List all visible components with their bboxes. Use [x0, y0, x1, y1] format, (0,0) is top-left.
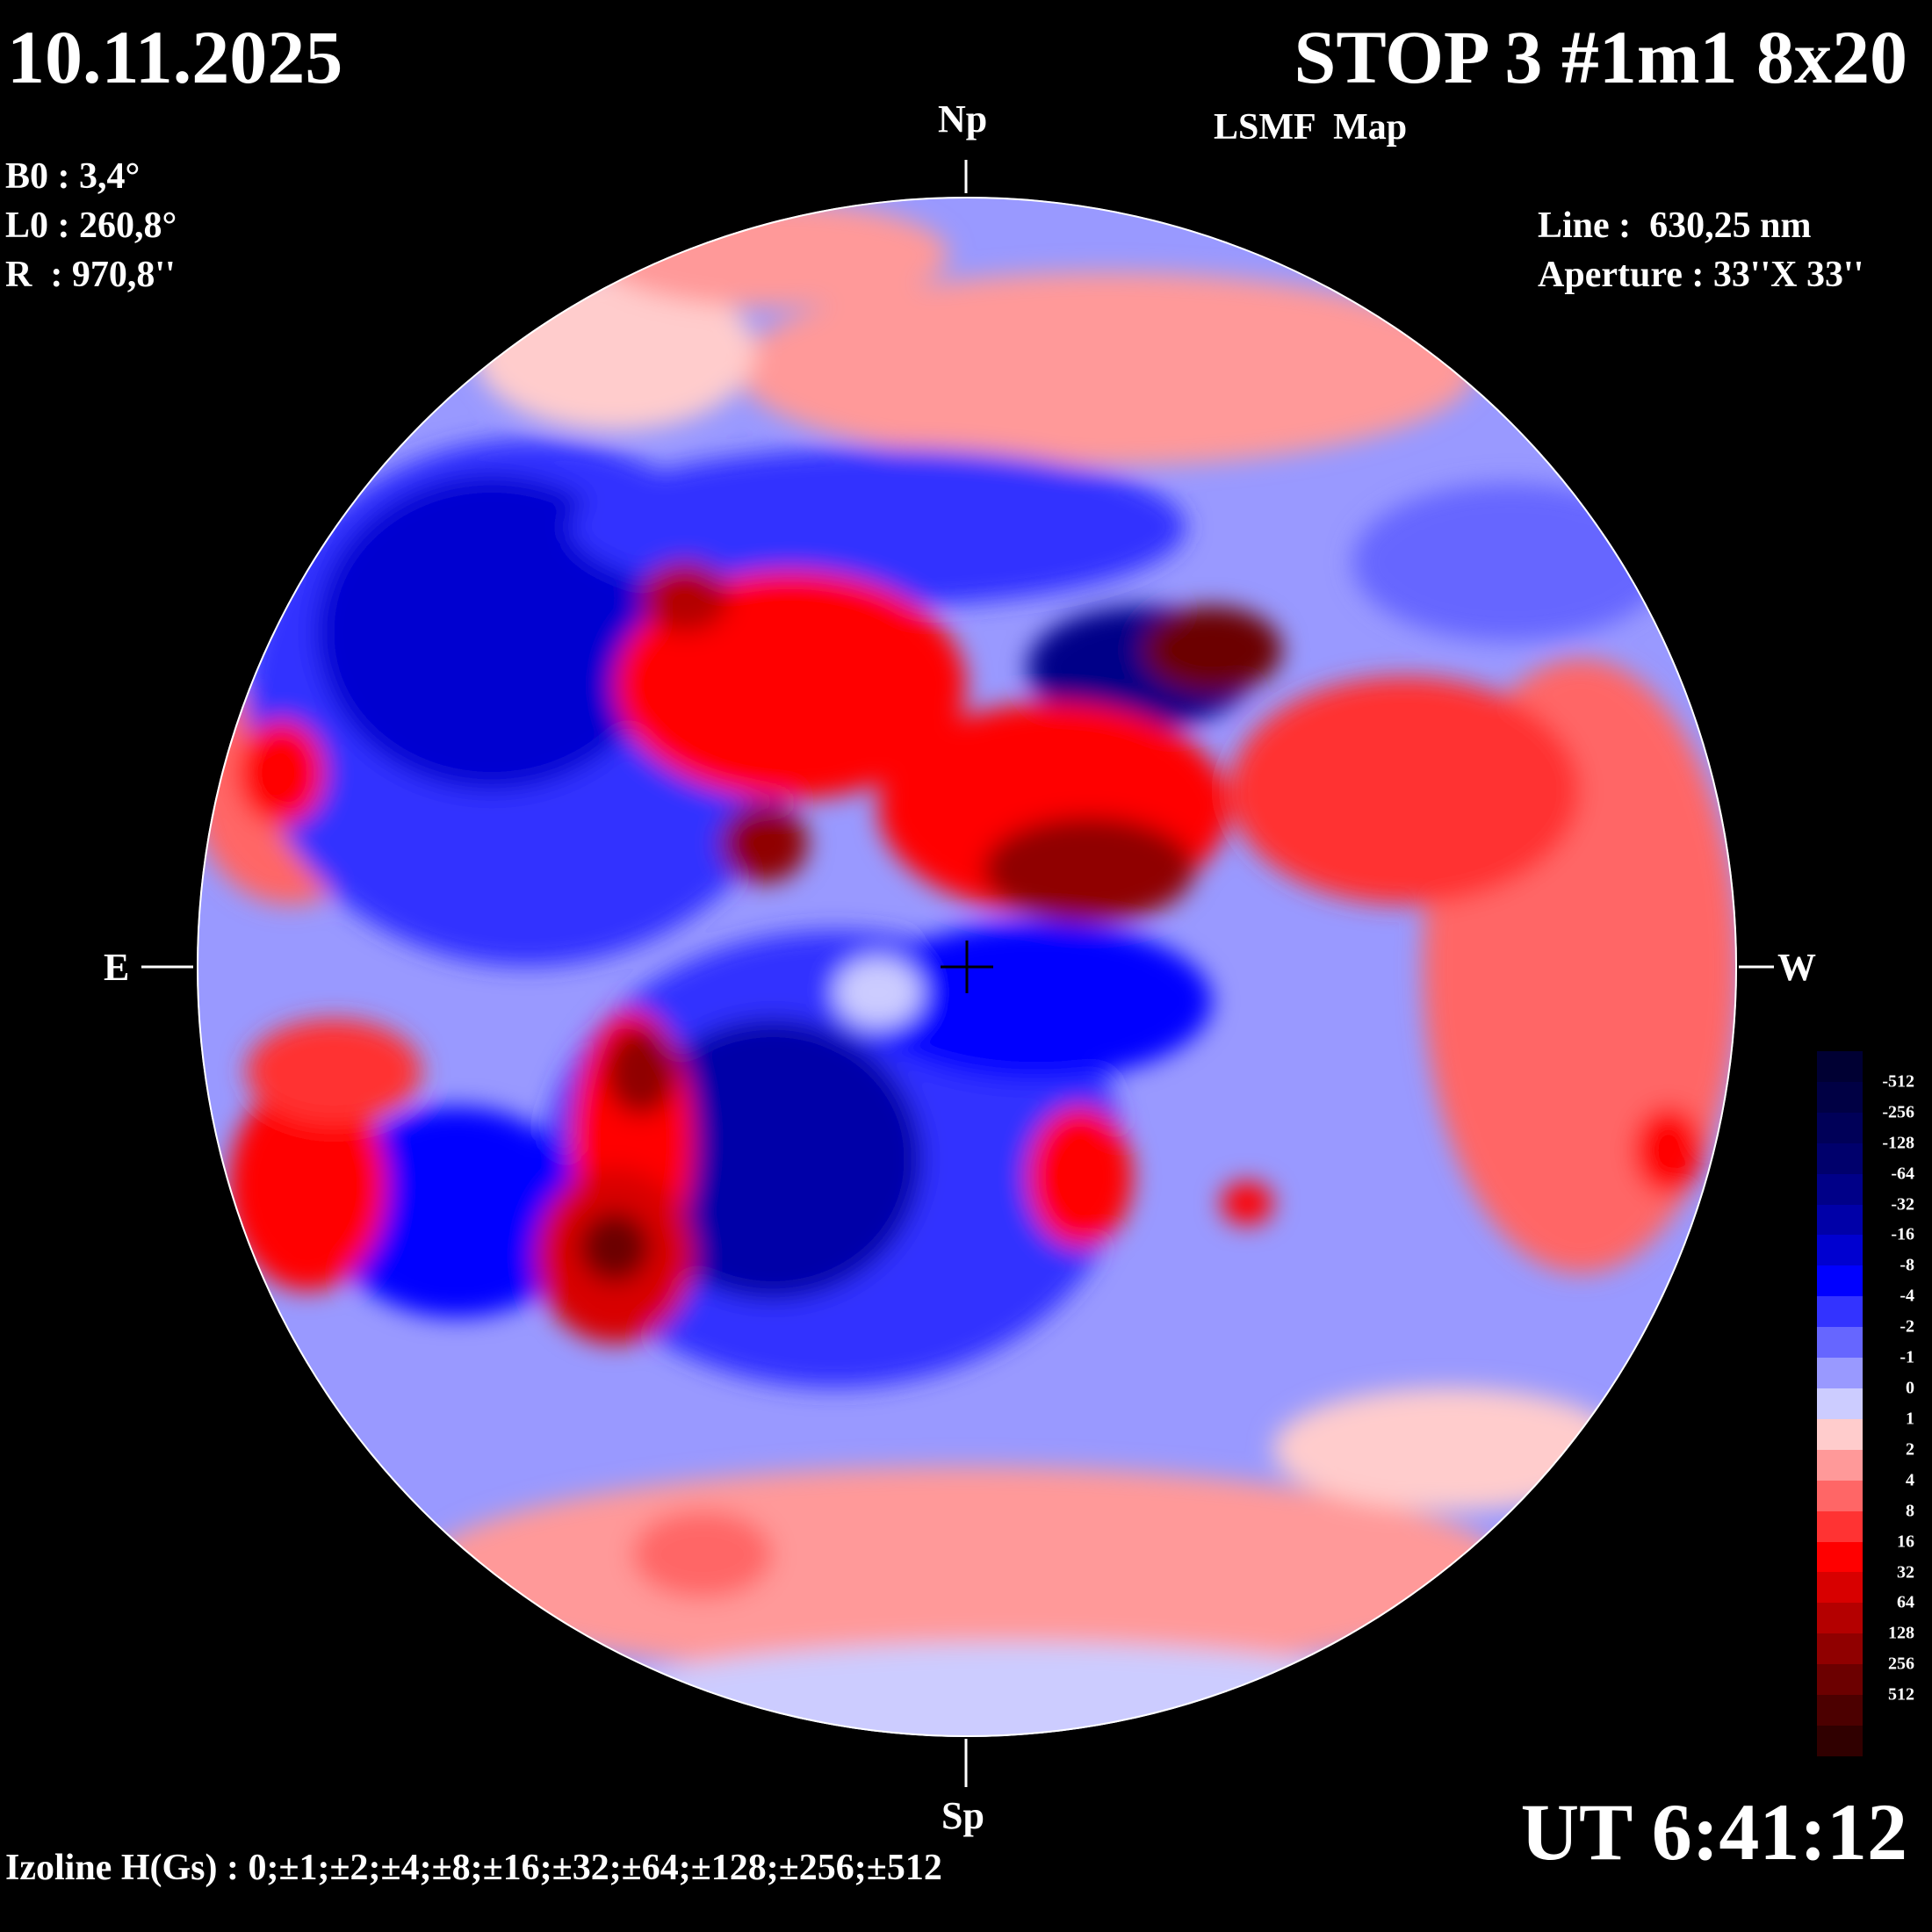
colorbar-label: 64 [1897, 1592, 1914, 1612]
izoline-legend: Izoline H(Gs) : 0;±1;±2;±4;±8;±16;±32;±6… [5, 1848, 942, 1888]
colorbar-segment [1817, 1695, 1863, 1726]
colorbar-segment [1817, 1112, 1863, 1143]
colorbar-label: 2 [1906, 1439, 1914, 1460]
map-subtitle: LSMF Map [1214, 107, 1408, 148]
colorbar-label: 16 [1897, 1532, 1914, 1552]
west-label: W [1777, 946, 1816, 989]
colorbar-label: -512 [1882, 1071, 1914, 1092]
colorbar-label: 1 [1906, 1409, 1914, 1429]
colorbar-label: -1 [1900, 1347, 1914, 1367]
spectral-line: Line : 630,25 nm [1538, 205, 1812, 246]
colorbar-segment [1817, 1388, 1863, 1419]
aperture: Aperture : 33''X 33'' [1538, 255, 1864, 295]
colorbar-segment [1817, 1051, 1863, 1082]
colorbar-label: 8 [1906, 1501, 1914, 1521]
colorbar-segment [1817, 1449, 1863, 1481]
colorbar-label: -8 [1900, 1255, 1914, 1275]
map-title: STOP 3 #1m1 8x20 [1294, 15, 1907, 99]
colorbar-label: -32 [1891, 1194, 1914, 1215]
colorbar-segment [1817, 1633, 1863, 1665]
colorbar-segment [1817, 1143, 1863, 1174]
colorbar-segment [1817, 1173, 1863, 1205]
colorbar-segment [1817, 1296, 1863, 1328]
colorbar-segment [1817, 1725, 1863, 1756]
colorbar-segment [1817, 1265, 1863, 1297]
colorbar-segment [1817, 1572, 1863, 1604]
param-r: R : 970,8'' [5, 255, 176, 295]
east-label: E [104, 946, 130, 989]
colorbar-segment [1817, 1358, 1863, 1388]
colorbar-label: 256 [1888, 1654, 1914, 1674]
colorbar-segment [1817, 1418, 1863, 1450]
colorbar-segment [1817, 1541, 1863, 1573]
colorbar-segment [1817, 1204, 1863, 1236]
param-l0: L0 : 260,8° [5, 205, 177, 246]
colorbar-label: 128 [1888, 1623, 1914, 1643]
colorbar-label: -2 [1900, 1316, 1914, 1337]
colorbar [1817, 1051, 1863, 1756]
north-pole-label: Np [938, 97, 988, 141]
colorbar-label: -16 [1891, 1224, 1914, 1244]
colorbar-label: -128 [1882, 1133, 1914, 1153]
colorbar-label: -4 [1900, 1286, 1914, 1306]
crosshair-icon [141, 160, 1774, 1787]
colorbar-label: 4 [1906, 1470, 1914, 1490]
observation-date: 10.11.2025 [7, 15, 343, 99]
colorbar-label: 32 [1897, 1562, 1914, 1582]
colorbar-label: 512 [1888, 1684, 1914, 1705]
colorbar-label: -64 [1891, 1164, 1914, 1184]
colorbar-segment [1817, 1480, 1863, 1511]
south-pole-label: Sp [941, 1794, 984, 1837]
colorbar-segment [1817, 1235, 1863, 1266]
colorbar-labels: -512 -256 -128 -64 -32 -16 -8 -4 -2 -1 0 1 2 4 8 16 32 64… [1866, 1051, 1914, 1756]
ut-time: UT 6:41:12 [1520, 1787, 1907, 1877]
colorbar-segment [1817, 1081, 1863, 1113]
colorbar-label: 0 [1906, 1378, 1914, 1398]
colorbar-segment [1817, 1603, 1863, 1634]
colorbar-segment [1817, 1664, 1863, 1696]
colorbar-label: -256 [1882, 1102, 1914, 1122]
colorbar-segment [1817, 1327, 1863, 1359]
param-b0: B0 : 3,4° [5, 156, 141, 197]
colorbar-segment [1817, 1510, 1863, 1542]
